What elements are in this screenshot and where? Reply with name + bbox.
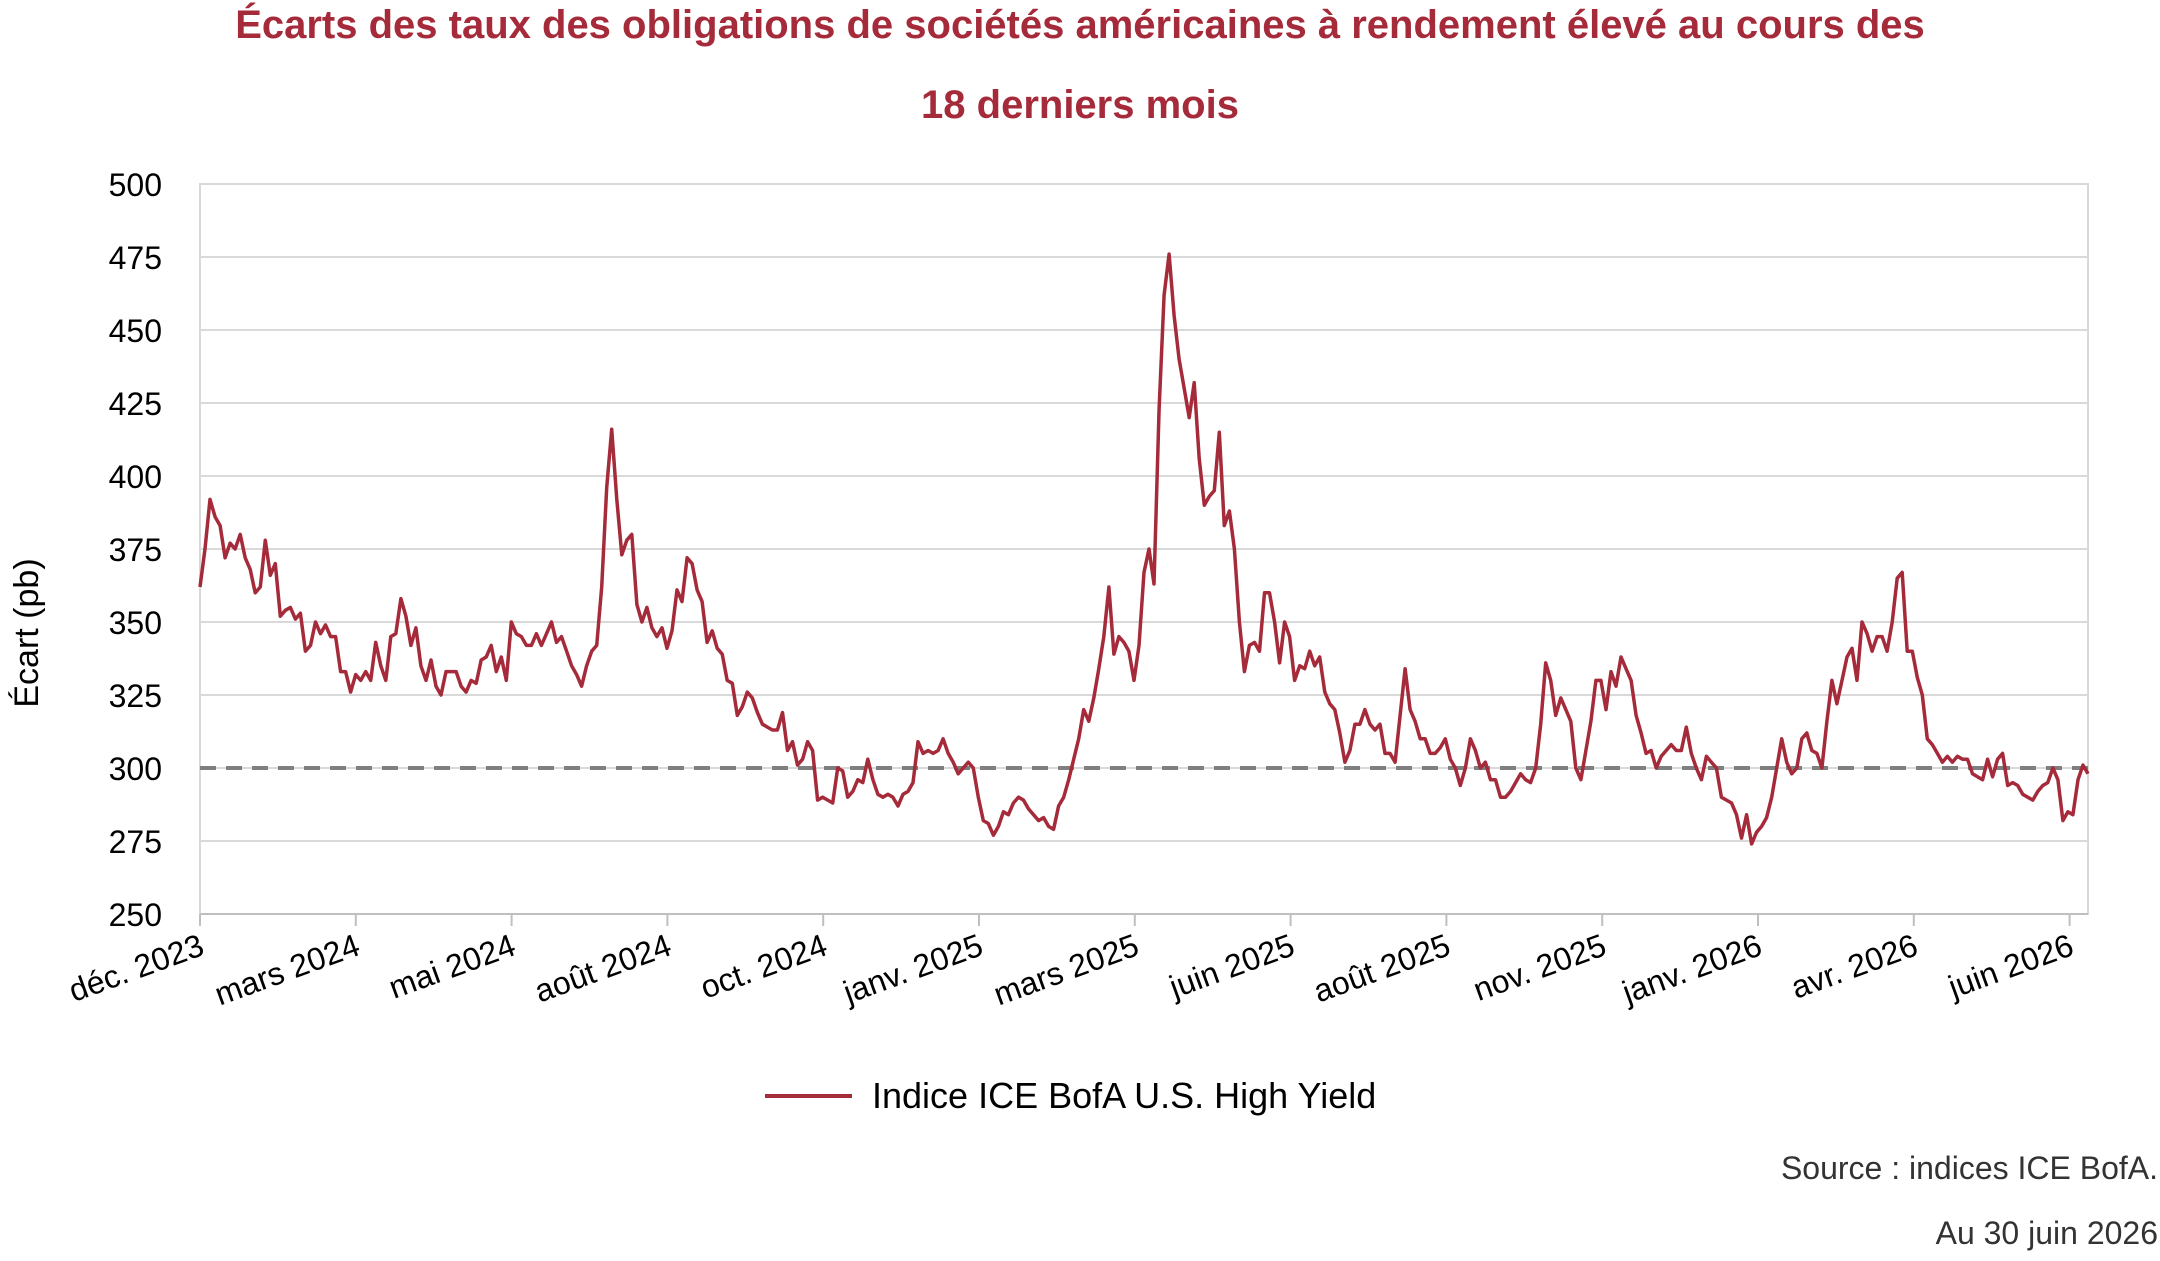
x-tick-label: oct. 2024 xyxy=(696,927,832,1006)
gridlines xyxy=(199,183,2089,915)
x-tick-label: nov. 2025 xyxy=(1468,927,1610,1008)
x-tick-label: janv. 2025 xyxy=(838,927,988,1011)
source-note: Source : indices ICE BofA. xyxy=(1780,1150,2158,1186)
y-tick-label: 475 xyxy=(109,240,162,276)
y-tick-label: 450 xyxy=(109,313,162,349)
x-tick-label: mars 2024 xyxy=(210,927,364,1013)
y-tick-label: 375 xyxy=(109,532,162,568)
legend-label: Indice ICE BofA U.S. High Yield xyxy=(872,1075,1376,1116)
y-tick-label: 425 xyxy=(109,386,162,422)
x-tick-label: déc. 2023 xyxy=(64,927,208,1009)
y-tick-label: 500 xyxy=(109,167,162,203)
series-line-high-yield xyxy=(198,252,2090,846)
y-tick-label: 350 xyxy=(109,605,162,641)
series-group xyxy=(198,252,2090,846)
x-tick-label: août 2025 xyxy=(1309,927,1455,1010)
y-tick-label: 250 xyxy=(109,897,162,933)
y-tick-label: 325 xyxy=(109,678,162,714)
y-axis-label: Écart (pb) xyxy=(8,558,46,707)
x-tick-label: mai 2024 xyxy=(384,927,520,1006)
x-axis: déc. 2023 mars 2024 mai 2024 août 2024 oct. … xyxy=(64,913,2088,1013)
x-tick-label: juin 2026 xyxy=(1943,927,2078,1006)
y-tick-label: 275 xyxy=(109,824,162,860)
y-tick-label: 300 xyxy=(109,751,162,787)
y-axis-ticks: 250 275 300 325 350 375 400 425 450 475 500 xyxy=(109,167,162,933)
x-tick-label: août 2024 xyxy=(530,927,676,1010)
chart-title-line-2: 18 derniers mois xyxy=(921,83,1239,127)
as-of-date: Au 30 juin 2026 xyxy=(1935,1215,2158,1251)
x-tick-label: juin 2025 xyxy=(1164,927,1299,1006)
x-tick-label: janv. 2026 xyxy=(1617,927,1767,1011)
x-tick-label: mars 2025 xyxy=(989,927,1143,1013)
y-tick-label: 400 xyxy=(109,459,162,495)
x-tick-label: avr. 2026 xyxy=(1786,927,1922,1006)
legend: Indice ICE BofA U.S. High Yield xyxy=(765,1075,1376,1116)
chart-title-line-1: Écarts des taux des obligations de socié… xyxy=(235,3,1925,47)
